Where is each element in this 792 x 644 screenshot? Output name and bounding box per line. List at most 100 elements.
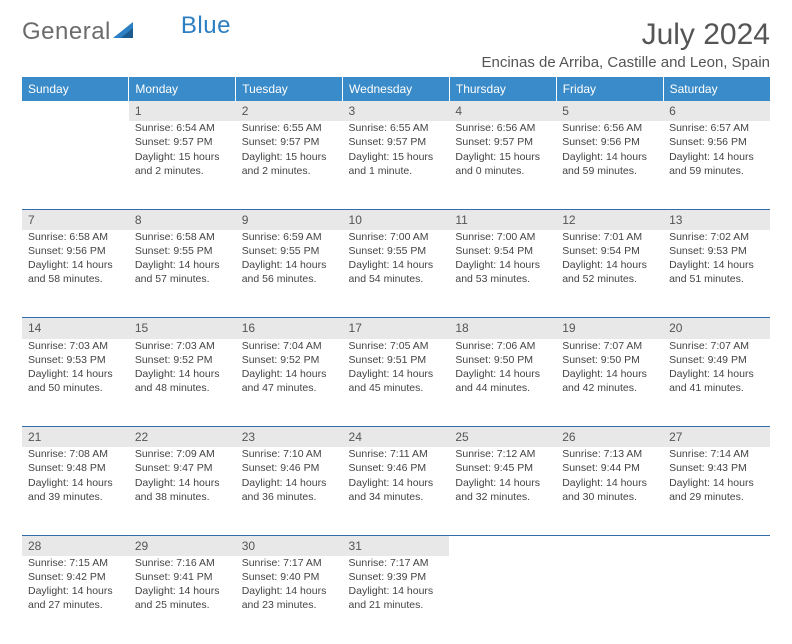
day-cell-line: Sunrise: 6:54 AM	[135, 121, 230, 135]
day-cell: Sunrise: 7:04 AMSunset: 9:52 PMDaylight:…	[236, 339, 343, 427]
weekday-header: Monday	[129, 77, 236, 101]
day-cell-line: Daylight: 14 hours	[562, 367, 657, 381]
day-cell-line: Sunset: 9:57 PM	[242, 135, 337, 149]
day-cell-line: and 23 minutes.	[242, 598, 337, 612]
day-cell-line: Daylight: 14 hours	[242, 367, 337, 381]
day-number: 31	[343, 535, 450, 556]
week-row: Sunrise: 6:54 AMSunset: 9:57 PMDaylight:…	[22, 121, 770, 209]
day-cell-line: Daylight: 14 hours	[135, 476, 230, 490]
day-cell-line: Sunrise: 7:03 AM	[135, 339, 230, 353]
header: General Blue July 2024 Encinas de Arriba…	[22, 18, 770, 71]
day-cell-line: Daylight: 14 hours	[562, 476, 657, 490]
day-cell-line: Daylight: 14 hours	[349, 258, 444, 272]
day-cell-line: and 54 minutes.	[349, 272, 444, 286]
day-number: 8	[129, 209, 236, 230]
day-cell-line: Sunset: 9:44 PM	[562, 461, 657, 475]
day-number: 10	[343, 209, 450, 230]
day-cell: Sunrise: 6:55 AMSunset: 9:57 PMDaylight:…	[236, 121, 343, 209]
day-cell-line: and 59 minutes.	[562, 164, 657, 178]
day-cell-line: Sunset: 9:45 PM	[455, 461, 550, 475]
day-cell-line: Daylight: 14 hours	[669, 476, 764, 490]
day-cell-line: Sunrise: 7:05 AM	[349, 339, 444, 353]
day-cell-line: and 50 minutes.	[28, 381, 123, 395]
day-cell: Sunrise: 7:17 AMSunset: 9:39 PMDaylight:…	[343, 556, 450, 644]
day-cell-line: Sunrise: 7:12 AM	[455, 447, 550, 461]
day-cell: Sunrise: 7:03 AMSunset: 9:52 PMDaylight:…	[129, 339, 236, 427]
day-cell-line: Sunrise: 6:55 AM	[242, 121, 337, 135]
day-cell-line: Sunset: 9:47 PM	[135, 461, 230, 475]
day-cell-line: Sunset: 9:49 PM	[669, 353, 764, 367]
day-cell-line: Sunset: 9:54 PM	[562, 244, 657, 258]
daynum-row: 78910111213	[22, 209, 770, 230]
day-cell-line: Sunset: 9:55 PM	[135, 244, 230, 258]
day-cell: Sunrise: 7:12 AMSunset: 9:45 PMDaylight:…	[449, 447, 556, 535]
calendar-body: 123456Sunrise: 6:54 AMSunset: 9:57 PMDay…	[22, 101, 770, 644]
title-block: July 2024 Encinas de Arriba, Castille an…	[481, 18, 770, 71]
day-cell: Sunrise: 7:00 AMSunset: 9:55 PMDaylight:…	[343, 230, 450, 318]
day-cell-line: and 52 minutes.	[562, 272, 657, 286]
day-cell-line: Sunset: 9:57 PM	[455, 135, 550, 149]
day-number: 5	[556, 101, 663, 121]
day-cell-line: Sunset: 9:39 PM	[349, 570, 444, 584]
day-cell-line: Sunset: 9:57 PM	[135, 135, 230, 149]
week-row: Sunrise: 6:58 AMSunset: 9:56 PMDaylight:…	[22, 230, 770, 318]
day-cell: Sunrise: 6:58 AMSunset: 9:56 PMDaylight:…	[22, 230, 129, 318]
day-cell-line: Daylight: 14 hours	[28, 367, 123, 381]
day-cell-line: Daylight: 15 hours	[455, 150, 550, 164]
day-number	[449, 535, 556, 556]
weekday-header-row: Sunday Monday Tuesday Wednesday Thursday…	[22, 77, 770, 101]
day-number: 27	[663, 427, 770, 448]
day-cell-line: and 25 minutes.	[135, 598, 230, 612]
day-cell: Sunrise: 6:55 AMSunset: 9:57 PMDaylight:…	[343, 121, 450, 209]
day-cell-line: and 41 minutes.	[669, 381, 764, 395]
day-cell: Sunrise: 7:11 AMSunset: 9:46 PMDaylight:…	[343, 447, 450, 535]
day-number: 3	[343, 101, 450, 121]
day-cell-line: Daylight: 14 hours	[562, 258, 657, 272]
daynum-row: 28293031	[22, 535, 770, 556]
day-cell: Sunrise: 6:56 AMSunset: 9:56 PMDaylight:…	[556, 121, 663, 209]
day-cell-line: Daylight: 14 hours	[669, 150, 764, 164]
day-cell-line: and 58 minutes.	[28, 272, 123, 286]
day-number: 23	[236, 427, 343, 448]
day-cell-line: Daylight: 14 hours	[28, 258, 123, 272]
day-cell-line: Sunrise: 7:06 AM	[455, 339, 550, 353]
daynum-row: 14151617181920	[22, 318, 770, 339]
day-cell-line: Sunset: 9:53 PM	[28, 353, 123, 367]
day-cell: Sunrise: 7:17 AMSunset: 9:40 PMDaylight:…	[236, 556, 343, 644]
day-cell-line: Sunrise: 7:03 AM	[28, 339, 123, 353]
day-cell-line: and 32 minutes.	[455, 490, 550, 504]
day-cell-line: Sunset: 9:52 PM	[242, 353, 337, 367]
daynum-row: 21222324252627	[22, 427, 770, 448]
day-cell-line: Sunset: 9:56 PM	[669, 135, 764, 149]
day-cell: Sunrise: 6:58 AMSunset: 9:55 PMDaylight:…	[129, 230, 236, 318]
day-cell-line: Sunrise: 6:58 AM	[135, 230, 230, 244]
day-cell-line: Daylight: 14 hours	[28, 476, 123, 490]
day-cell-line: Daylight: 14 hours	[135, 367, 230, 381]
day-cell-line: and 0 minutes.	[455, 164, 550, 178]
day-cell-line: Sunset: 9:46 PM	[349, 461, 444, 475]
day-cell-line: Daylight: 14 hours	[349, 476, 444, 490]
day-cell: Sunrise: 7:08 AMSunset: 9:48 PMDaylight:…	[22, 447, 129, 535]
day-number: 12	[556, 209, 663, 230]
day-cell: Sunrise: 7:02 AMSunset: 9:53 PMDaylight:…	[663, 230, 770, 318]
day-cell-line: Daylight: 14 hours	[349, 367, 444, 381]
day-cell-line: Sunrise: 6:59 AM	[242, 230, 337, 244]
day-cell-line: and 29 minutes.	[669, 490, 764, 504]
day-cell-line: Daylight: 14 hours	[242, 584, 337, 598]
day-cell-line: Daylight: 14 hours	[135, 584, 230, 598]
day-cell-line: Daylight: 15 hours	[349, 150, 444, 164]
day-cell: Sunrise: 6:59 AMSunset: 9:55 PMDaylight:…	[236, 230, 343, 318]
weekday-header: Tuesday	[236, 77, 343, 101]
day-number: 16	[236, 318, 343, 339]
day-cell-line: Daylight: 15 hours	[135, 150, 230, 164]
week-row: Sunrise: 7:15 AMSunset: 9:42 PMDaylight:…	[22, 556, 770, 644]
day-cell-line: Sunrise: 7:17 AM	[349, 556, 444, 570]
day-cell-line: and 30 minutes.	[562, 490, 657, 504]
day-cell-line: Daylight: 14 hours	[455, 258, 550, 272]
logo-text-2: Blue	[181, 12, 231, 40]
day-cell-line: Sunset: 9:48 PM	[28, 461, 123, 475]
weekday-header: Saturday	[663, 77, 770, 101]
day-cell: Sunrise: 6:54 AMSunset: 9:57 PMDaylight:…	[129, 121, 236, 209]
day-cell-line: Sunrise: 7:16 AM	[135, 556, 230, 570]
day-cell: Sunrise: 7:15 AMSunset: 9:42 PMDaylight:…	[22, 556, 129, 644]
